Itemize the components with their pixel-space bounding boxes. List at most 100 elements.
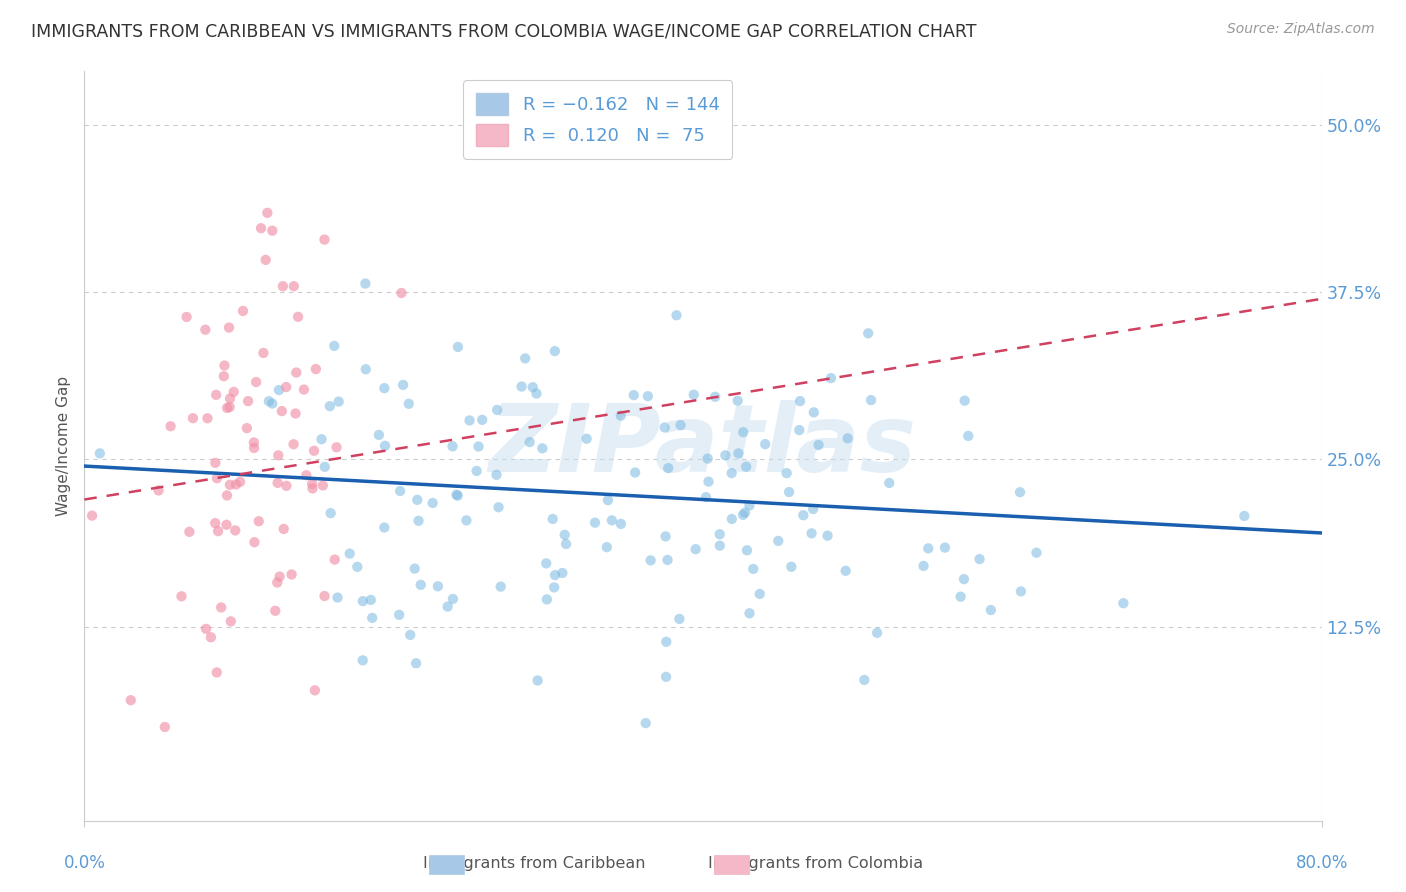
Point — [917, 541, 939, 556]
Point — [510, 379, 533, 393]
Point — [205, 388, 228, 402]
Point — [634, 716, 657, 731]
Point — [912, 558, 935, 573]
Legend: R = −0.162   N = 144, R =  0.120   N =  75: R = −0.162 N = 144, R = 0.120 N = 75 — [463, 80, 733, 159]
Point — [731, 508, 754, 522]
Point — [280, 567, 302, 582]
Point — [860, 393, 883, 408]
Point — [373, 520, 395, 534]
Point — [367, 428, 389, 442]
Point — [270, 404, 292, 418]
Point — [243, 535, 266, 549]
Point — [721, 512, 744, 526]
Point — [877, 475, 900, 490]
Point — [301, 482, 323, 496]
Point — [243, 435, 266, 450]
Point — [792, 508, 814, 523]
Point — [292, 383, 315, 397]
Point — [262, 396, 284, 410]
Point — [254, 252, 277, 267]
Point — [243, 441, 266, 455]
Point — [301, 476, 323, 491]
Point — [314, 459, 336, 474]
Point — [354, 277, 377, 291]
Point — [696, 451, 718, 466]
Point — [541, 512, 564, 526]
Point — [801, 502, 824, 516]
Point — [179, 524, 201, 539]
Point — [531, 442, 554, 456]
Point — [709, 539, 731, 553]
Point — [1233, 508, 1256, 523]
Point — [447, 340, 470, 354]
Point — [207, 524, 229, 538]
Point — [426, 579, 449, 593]
Point — [655, 634, 678, 648]
Point — [405, 657, 427, 671]
Point — [311, 432, 333, 446]
Point — [446, 488, 468, 502]
Point — [600, 513, 623, 527]
Point — [82, 508, 104, 523]
Point — [720, 466, 742, 480]
Point — [787, 423, 810, 437]
Point — [853, 673, 876, 687]
Point — [323, 339, 346, 353]
Text: Source: ZipAtlas.com: Source: ZipAtlas.com — [1227, 22, 1375, 37]
Point — [807, 438, 830, 452]
Point — [148, 483, 170, 498]
Point — [957, 429, 980, 443]
Point — [389, 483, 412, 498]
Point — [409, 578, 432, 592]
Point — [748, 587, 770, 601]
Point — [284, 407, 307, 421]
Point — [360, 593, 382, 607]
Point — [346, 559, 368, 574]
Point — [668, 612, 690, 626]
Point — [738, 607, 761, 621]
Point — [373, 381, 395, 395]
Text: ZIPatlas: ZIPatlas — [489, 400, 917, 492]
Point — [388, 607, 411, 622]
Point — [596, 540, 619, 554]
Point — [465, 464, 488, 478]
Point — [441, 591, 464, 606]
Point — [205, 665, 228, 680]
Point — [519, 435, 541, 450]
Point — [735, 543, 758, 558]
Point — [467, 440, 489, 454]
Point — [697, 475, 720, 489]
Point — [354, 362, 377, 376]
Point — [295, 468, 318, 483]
Point — [834, 564, 856, 578]
Point — [837, 431, 859, 445]
Text: IMMIGRANTS FROM CARIBBEAN VS IMMIGRANTS FROM COLOMBIA WAGE/INCOME GAP CORRELATIO: IMMIGRANTS FROM CARIBBEAN VS IMMIGRANTS … — [31, 22, 976, 40]
Point — [250, 221, 273, 235]
Point — [780, 559, 803, 574]
Point — [817, 529, 839, 543]
Point — [214, 359, 236, 373]
Point — [267, 448, 290, 462]
Point — [195, 622, 218, 636]
Point — [775, 466, 797, 480]
Point — [305, 362, 328, 376]
Point — [285, 366, 308, 380]
Point — [543, 581, 565, 595]
Point — [754, 437, 776, 451]
Point — [212, 369, 235, 384]
Point — [789, 394, 811, 409]
Point — [695, 490, 717, 504]
Point — [262, 224, 284, 238]
Point — [709, 527, 731, 541]
Point — [456, 513, 478, 527]
Point — [1025, 546, 1047, 560]
Point — [447, 489, 470, 503]
Point — [266, 475, 288, 490]
Point — [534, 557, 557, 571]
Point — [205, 471, 228, 485]
Point — [236, 421, 259, 435]
Point — [657, 553, 679, 567]
Point — [610, 516, 633, 531]
Point — [176, 310, 198, 324]
Point — [218, 400, 240, 414]
